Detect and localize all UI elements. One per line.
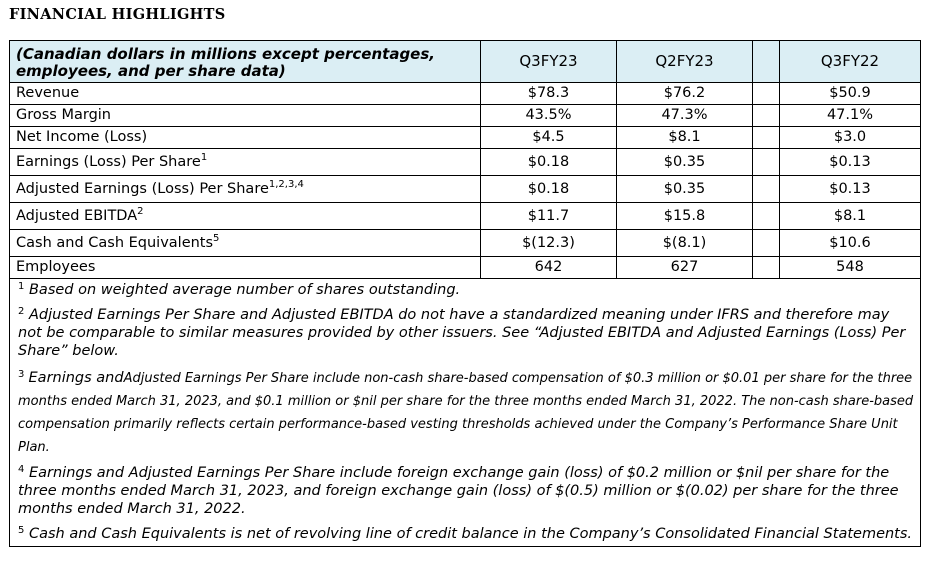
- cell-q3fy23: $0.18: [480, 175, 617, 203]
- column-header-q3fy23: Q3FY23: [480, 40, 617, 83]
- spacer-cell: [752, 202, 780, 230]
- footnote-4: 4 Earnings and Adjusted Earnings Per Sha…: [18, 464, 899, 518]
- column-header-q2fy23: Q2FY23: [616, 40, 753, 83]
- cell-q2fy23: $76.2: [616, 82, 753, 105]
- table-row-gross-margin: Gross Margin 43.5% 47.3% 47.1%: [9, 104, 921, 127]
- spacer-column: [752, 40, 780, 83]
- table-row-eps: Earnings (Loss) Per Share1 $0.18 $0.35 $…: [9, 148, 921, 176]
- footnotes-row: 1 Based on weighted average number of sh…: [9, 278, 921, 547]
- footnote-2: 2 Adjusted Earnings Per Share and Adjust…: [18, 306, 906, 360]
- footnotes: 1 Based on weighted average number of sh…: [9, 278, 921, 547]
- table-header-row: (Canadian dollars in millions except per…: [9, 40, 921, 83]
- cell-q3fy23: 642: [480, 256, 617, 279]
- table-row-cash: Cash and Cash Equivalents5 $(12.3) $(8.1…: [9, 229, 921, 257]
- table-row-revenue: Revenue $78.3 $76.2 $50.9: [9, 82, 921, 105]
- column-header-q3fy22: Q3FY22: [779, 40, 921, 83]
- cell-q3fy22: $8.1: [779, 202, 921, 230]
- cell-q3fy23: $(12.3): [480, 229, 617, 257]
- financial-highlights-table: (Canadian dollars in millions except per…: [9, 40, 921, 547]
- footnote-3: 3 Earnings andAdjusted Earnings Per Shar…: [18, 369, 914, 456]
- cell-q3fy22: $10.6: [779, 229, 921, 257]
- table-row-employees: Employees 642 627 548: [9, 256, 921, 279]
- cell-q2fy23: 47.3%: [616, 104, 753, 127]
- table-caption: (Canadian dollars in millions except per…: [9, 40, 481, 83]
- footnote-1: 1 Based on weighted average number of sh…: [18, 281, 461, 299]
- row-label: Gross Margin: [9, 104, 481, 127]
- cell-q3fy23: $11.7: [480, 202, 617, 230]
- cell-q2fy23: $8.1: [616, 126, 753, 149]
- row-label: Cash and Cash Equivalents5: [9, 229, 481, 257]
- cell-q3fy23: $0.18: [480, 148, 617, 176]
- spacer-cell: [752, 229, 780, 257]
- cell-q3fy22: $3.0: [779, 126, 921, 149]
- cell-q2fy23: $15.8: [616, 202, 753, 230]
- row-label: Employees: [9, 256, 481, 279]
- spacer-cell: [752, 82, 780, 105]
- footnote-ref: 1,2,3,4: [268, 178, 304, 190]
- table-row-net-income: Net Income (Loss) $4.5 $8.1 $3.0: [9, 126, 921, 149]
- table-row-adjusted-ebitda: Adjusted EBITDA2 $11.7 $15.8 $8.1: [9, 202, 921, 230]
- row-label: Revenue: [9, 82, 481, 105]
- row-label: Adjusted Earnings (Loss) Per Share1,2,3,…: [9, 175, 481, 203]
- cell-q2fy23: 627: [616, 256, 753, 279]
- cell-q3fy22: $50.9: [779, 82, 921, 105]
- cell-q2fy23: $0.35: [616, 175, 753, 203]
- spacer-cell: [752, 175, 780, 203]
- section-title: FINANCIAL HIGHLIGHTS: [9, 6, 226, 23]
- cell-q3fy22: 548: [779, 256, 921, 279]
- spacer-cell: [752, 126, 780, 149]
- cell-q2fy23: $(8.1): [616, 229, 753, 257]
- footnote-ref: 1: [200, 151, 208, 163]
- row-label: Earnings (Loss) Per Share1: [9, 148, 481, 176]
- cell-q3fy22: 47.1%: [779, 104, 921, 127]
- cell-q3fy23: 43.5%: [480, 104, 617, 127]
- row-label: Adjusted EBITDA2: [9, 202, 481, 230]
- spacer-cell: [752, 104, 780, 127]
- row-label: Net Income (Loss): [9, 126, 481, 149]
- spacer-cell: [752, 256, 780, 279]
- cell-q3fy23: $78.3: [480, 82, 617, 105]
- spacer-cell: [752, 148, 780, 176]
- footnote-ref: 5: [213, 232, 220, 244]
- cell-q3fy23: $4.5: [480, 126, 617, 149]
- cell-q2fy23: $0.35: [616, 148, 753, 176]
- cell-q3fy22: $0.13: [779, 175, 921, 203]
- table-row-adjusted-eps: Adjusted Earnings (Loss) Per Share1,2,3,…: [9, 175, 921, 203]
- footnote-5: 5 Cash and Cash Equivalents is net of re…: [18, 525, 913, 543]
- footnote-ref: 2: [137, 205, 144, 217]
- cell-q3fy22: $0.13: [779, 148, 921, 176]
